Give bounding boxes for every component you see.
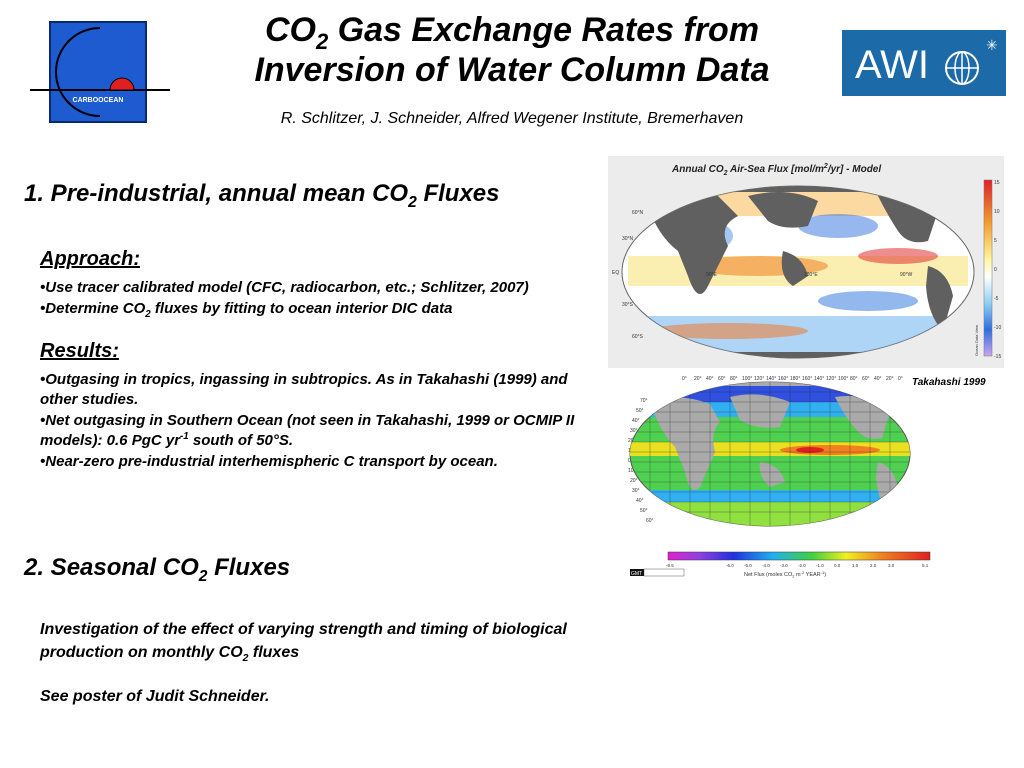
svg-text:✳: ✳ bbox=[986, 38, 998, 54]
svg-text:30°N: 30°N bbox=[622, 236, 634, 242]
seasonal-text: Investigation of the effect of varying s… bbox=[40, 621, 567, 665]
svg-text:180°E: 180°E bbox=[804, 272, 818, 278]
takahashi-colorbar bbox=[667, 551, 931, 561]
model-flux-map: Annual CO2 Air-Sea Flux [mol/m2/yr] - Mo… bbox=[608, 156, 1004, 368]
svg-text:EQ: EQ bbox=[612, 270, 619, 276]
svg-text:180°: 180° bbox=[790, 376, 800, 382]
svg-text:120°: 120° bbox=[754, 376, 764, 382]
svg-text:140°: 140° bbox=[766, 376, 776, 382]
list-item: •Net outgasing in Southern Ocean (not se… bbox=[40, 412, 575, 449]
carboocean-logo: CARBOOCEAN bbox=[30, 20, 170, 125]
results-list: •Outgasing in tropics, ingassing in subt… bbox=[40, 370, 595, 473]
svg-text:100°: 100° bbox=[838, 376, 848, 382]
svg-text:60°: 60° bbox=[862, 376, 870, 382]
svg-text:40°: 40° bbox=[706, 376, 714, 382]
carboocean-logo-text: CARBOOCEAN bbox=[73, 97, 124, 104]
svg-text:0°: 0° bbox=[898, 376, 903, 382]
poster-note: See poster of Judit Schneider. bbox=[40, 688, 270, 705]
svg-text:3.0: 3.0 bbox=[888, 563, 895, 568]
svg-text:40°: 40° bbox=[636, 498, 644, 504]
svg-text:Ocean Data View: Ocean Data View bbox=[974, 325, 979, 356]
svg-text:-1.0: -1.0 bbox=[816, 563, 824, 568]
svg-text:-5: -5 bbox=[994, 296, 999, 302]
awi-logo-text: AWI bbox=[855, 43, 929, 87]
page-title: CO2 Gas Exchange Rates from Inversion of… bbox=[254, 11, 770, 89]
svg-text:80°: 80° bbox=[850, 376, 858, 382]
svg-text:20°: 20° bbox=[630, 478, 638, 484]
svg-text:120°: 120° bbox=[826, 376, 836, 382]
takahashi-flux-map: 0° 20° 40° 60° 80° 100° 120° 140° 160° 1… bbox=[620, 372, 960, 582]
model-colorbar bbox=[983, 179, 993, 357]
svg-text:100°: 100° bbox=[742, 376, 752, 382]
svg-text:-15: -15 bbox=[994, 354, 1001, 360]
svg-text:-10: -10 bbox=[994, 325, 1001, 331]
svg-text:160°: 160° bbox=[802, 376, 812, 382]
svg-text:10: 10 bbox=[994, 209, 1000, 215]
svg-text:-2.0: -2.0 bbox=[798, 563, 806, 568]
svg-text:-9.5: -9.5 bbox=[666, 563, 674, 568]
svg-text:2.0: 2.0 bbox=[870, 563, 877, 568]
authors-line: R. Schlitzer, J. Schneider, Alfred Wegen… bbox=[280, 110, 744, 127]
list-item: •Near-zero pre-industrial interhemispher… bbox=[40, 453, 498, 470]
svg-text:60°N: 60°N bbox=[632, 210, 644, 216]
section1-heading: 1. Pre-industrial, annual mean CO2 Fluxe… bbox=[24, 180, 500, 211]
svg-text:0: 0 bbox=[994, 267, 997, 273]
svg-text:160°: 160° bbox=[778, 376, 788, 382]
svg-text:15: 15 bbox=[994, 180, 1000, 186]
svg-text:50°: 50° bbox=[636, 408, 644, 414]
svg-text:-4.0: -4.0 bbox=[762, 563, 770, 568]
approach-heading: Approach: bbox=[40, 248, 140, 270]
svg-text:30°S: 30°S bbox=[622, 302, 634, 308]
svg-text:5.1: 5.1 bbox=[922, 563, 929, 568]
svg-text:5: 5 bbox=[994, 238, 997, 244]
model-map-title: Annual CO2 Air-Sea Flux [mol/m2/yr] - Mo… bbox=[671, 163, 881, 177]
svg-text:0.0: 0.0 bbox=[834, 563, 841, 568]
svg-text:10°: 10° bbox=[628, 468, 636, 474]
svg-text:-6.0: -6.0 bbox=[726, 563, 734, 568]
svg-text:50°: 50° bbox=[640, 508, 648, 514]
svg-text:-3.0: -3.0 bbox=[780, 563, 788, 568]
awi-logo: AWI ✳ bbox=[842, 30, 1006, 96]
svg-text:60°: 60° bbox=[718, 376, 726, 382]
svg-text:90°E: 90°E bbox=[706, 272, 718, 278]
results-heading: Results: bbox=[40, 340, 119, 362]
svg-text:40°: 40° bbox=[632, 418, 640, 424]
svg-text:60°: 60° bbox=[646, 518, 654, 524]
list-item: •Use tracer calibrated model (CFC, radio… bbox=[40, 279, 529, 296]
svg-text:70°: 70° bbox=[640, 398, 648, 404]
svg-text:40°: 40° bbox=[874, 376, 882, 382]
svg-text:90°W: 90°W bbox=[900, 272, 913, 278]
list-item: •Outgasing in tropics, ingassing in subt… bbox=[40, 371, 568, 408]
takahashi-colorbar-label: Net Flux (moles CO2 m-2 YEAR-1) bbox=[744, 570, 826, 579]
takahashi-label: Takahashi 1999 bbox=[912, 377, 986, 388]
svg-text:0°: 0° bbox=[682, 376, 687, 382]
svg-text:80°: 80° bbox=[730, 376, 738, 382]
list-item: •Determine CO2 fluxes by fitting to ocea… bbox=[40, 300, 453, 320]
section2-heading: 2. Seasonal CO2 Fluxes bbox=[24, 554, 291, 585]
svg-text:1.0: 1.0 bbox=[852, 563, 859, 568]
svg-text:140°: 140° bbox=[814, 376, 824, 382]
approach-list: •Use tracer calibrated model (CFC, radio… bbox=[40, 278, 605, 320]
svg-text:30°: 30° bbox=[630, 428, 638, 434]
svg-text:60°S: 60°S bbox=[632, 334, 644, 340]
svg-text:20°: 20° bbox=[886, 376, 894, 382]
gmt-tag: GMT bbox=[631, 571, 642, 577]
svg-text:-5.0: -5.0 bbox=[744, 563, 752, 568]
svg-text:20°: 20° bbox=[694, 376, 702, 382]
svg-text:30°: 30° bbox=[632, 488, 640, 494]
